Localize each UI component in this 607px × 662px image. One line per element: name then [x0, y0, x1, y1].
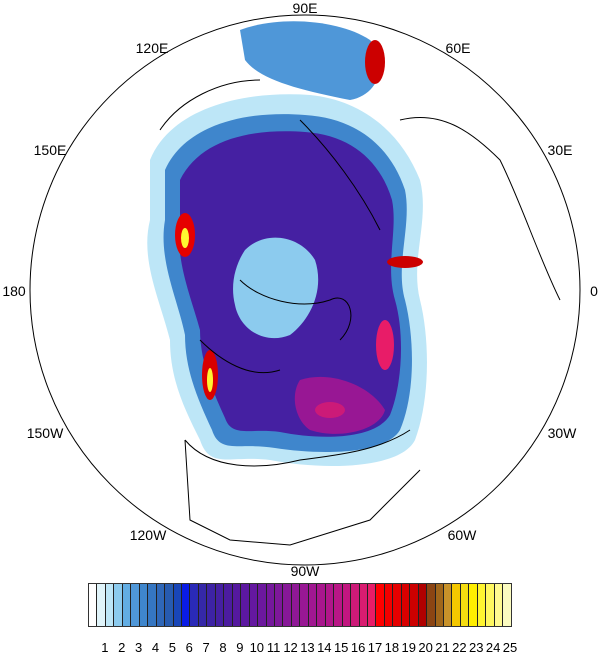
colorbar-swatch: [198, 584, 208, 626]
colorbar-swatch: [148, 584, 157, 626]
colorbar-tick-label: 16: [350, 640, 366, 655]
map-boundary: [29, 14, 581, 566]
colorbar-swatch: [241, 584, 250, 626]
colorbar-tick-label: 13: [300, 640, 315, 655]
colorbar-swatch: [469, 584, 478, 626]
colorbar-swatch: [317, 584, 326, 626]
colorbar-swatch: [342, 584, 352, 626]
colorbar-tick-label: 1: [101, 640, 109, 655]
lon-label-30e: 30E: [547, 142, 573, 158]
colorbar-swatch: [334, 584, 343, 626]
colorbar-swatch: [114, 584, 123, 626]
colorbar-tick-label: 6: [185, 640, 193, 655]
colorbar-swatch: [308, 584, 318, 626]
colorbar-swatch: [376, 584, 385, 626]
colorbar-tick-label: 17: [367, 640, 383, 655]
colorbar-swatch: [460, 584, 470, 626]
polar-map: [29, 14, 581, 566]
lon-label-0: 0: [590, 283, 598, 299]
lon-label-180: 180: [2, 283, 26, 299]
colorbar-tick-label: 8: [219, 640, 227, 655]
colorbar-tick-label: 10: [249, 640, 265, 655]
colorbar-swatch: [486, 584, 495, 626]
lon-label-120w: 120W: [129, 527, 167, 543]
lon-label-120e: 120E: [135, 40, 169, 56]
colorbar-swatch: [367, 584, 377, 626]
lon-label-150e: 150E: [33, 142, 67, 158]
colorbar-swatch: [444, 584, 453, 626]
colorbar-tick-label: 22: [452, 640, 467, 655]
colorbar-swatch: [300, 584, 309, 626]
lon-label-60e: 60E: [445, 40, 471, 56]
colorbar-tick-label: 5: [168, 640, 177, 655]
colorbar-tick-label: 12: [283, 640, 298, 655]
colorbar-swatch: [283, 584, 292, 626]
colorbar-swatch: [427, 584, 436, 626]
field-inner-light: [233, 237, 319, 339]
colorbar-swatch: [89, 584, 98, 626]
colorbar-swatch: [359, 584, 368, 626]
colorbar-swatch: [274, 584, 284, 626]
colorbar-swatch: [207, 584, 216, 626]
colorbar-swatch: [410, 584, 419, 626]
colorbar-tick-label: 18: [384, 640, 400, 655]
colorbar-tick-label: 14: [317, 640, 332, 655]
colorbar-swatch: [224, 584, 233, 626]
colorbar-swatch: [165, 584, 174, 626]
colorbar-swatch: [435, 584, 445, 626]
colorbar-tick-label: 24: [485, 640, 501, 655]
colorbar-swatch: [215, 584, 225, 626]
colorbar-swatch: [351, 584, 360, 626]
colorbar-swatch: [401, 584, 411, 626]
colorbar-tick-label: 9: [236, 640, 244, 655]
colorbar-tick-label: 25: [502, 640, 518, 655]
lon-label-90w: 90W: [290, 563, 320, 579]
colorbar-swatch: [105, 584, 115, 626]
colorbar-swatch: [384, 584, 394, 626]
lon-label-30w: 30W: [547, 425, 577, 441]
colorbar-swatch: [97, 584, 106, 626]
colorbar-swatch: [190, 584, 199, 626]
colorbar-tick-label: 3: [135, 640, 143, 655]
colorbar-swatch: [156, 584, 166, 626]
colorbar-swatch: [325, 584, 335, 626]
colorbar-tick-label: 15: [333, 640, 349, 655]
colorbar-swatch: [249, 584, 259, 626]
colorbar-tick-label: 19: [401, 640, 416, 655]
colorbar-swatch: [131, 584, 140, 626]
colorbar-swatch: [173, 584, 182, 626]
colorbar-tick-label: 4: [151, 640, 160, 655]
colorbar-swatch: [139, 584, 149, 626]
colorbar-swatch: [258, 584, 267, 626]
colorbar-swatch: [477, 584, 487, 626]
lon-label-90e: 90E: [292, 0, 318, 16]
colorbar-tick-label: 11: [266, 640, 281, 655]
colorbar-tick-label: 2: [118, 640, 126, 655]
colorbar-swatch: [181, 584, 191, 626]
colorbar-swatch: [452, 584, 461, 626]
colorbar-swatch: [503, 584, 511, 626]
colorbar-swatch: [122, 584, 132, 626]
colorbar-swatch: [494, 584, 504, 626]
colorbar-swatch: [266, 584, 275, 626]
colorbar-tick-label: 7: [202, 640, 210, 655]
colorbar-tick-label: 20: [418, 640, 433, 655]
colorbar-tick-label: 23: [469, 640, 484, 655]
colorbar-swatch: [291, 584, 301, 626]
colorbar-labels: 1 2 3 4 5 6 7 8 9 10 11 12 13 14 15 16 17 18 19 20 21 22 23 24 2…: [88, 640, 517, 656]
colorbar: [88, 583, 512, 627]
colorbar-swatch: [393, 584, 402, 626]
lon-label-150w: 150W: [26, 425, 64, 441]
field-north: [240, 21, 381, 100]
lon-label-60w: 60W: [447, 527, 477, 543]
colorbar-swatch: [232, 584, 242, 626]
colorbar-swatch: [418, 584, 428, 626]
colorbar-tick-label: 21: [435, 640, 450, 655]
